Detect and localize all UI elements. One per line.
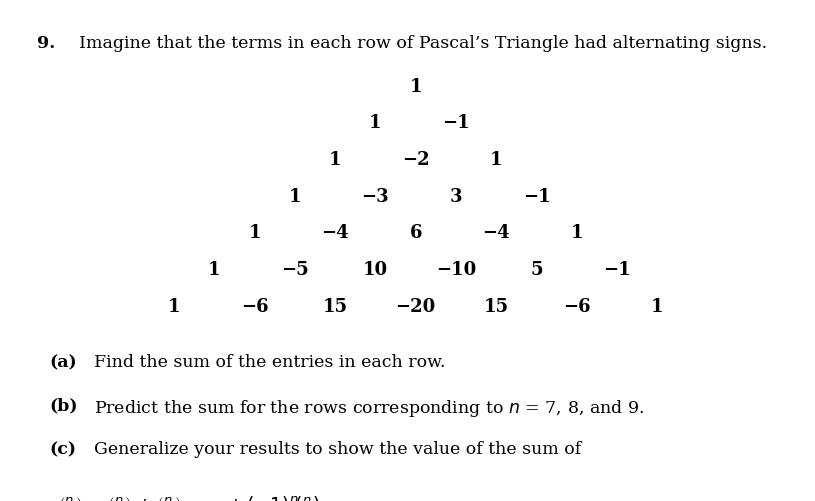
Text: −6: −6 [240,297,268,315]
Text: 1: 1 [369,114,381,132]
Text: −1: −1 [522,187,550,205]
Text: (c): (c) [49,440,76,457]
Text: −6: −6 [563,297,591,315]
Text: $\binom{n}{0} - \binom{n}{1} + \binom{n}{2} - \ldots + (-1)^n\!\binom{n}{n}.$: $\binom{n}{0} - \binom{n}{1} + \binom{n}… [57,493,326,501]
Text: Generalize your results to show the value of the sum of: Generalize your results to show the valu… [94,440,581,457]
Text: 9.: 9. [37,35,55,52]
Text: −3: −3 [362,187,390,205]
Text: 3: 3 [450,187,462,205]
Text: 5: 5 [531,261,543,279]
Text: 1: 1 [651,297,663,315]
Text: 1: 1 [168,297,180,315]
Text: 15: 15 [323,297,348,315]
Text: 6: 6 [409,224,422,242]
Text: −1: −1 [603,261,631,279]
Text: 1: 1 [490,151,503,169]
Text: −4: −4 [482,224,510,242]
Text: 1: 1 [570,224,583,242]
Text: (b): (b) [49,397,77,414]
Text: Find the sum of the entries in each row.: Find the sum of the entries in each row. [94,353,445,370]
Text: −5: −5 [281,261,309,279]
Text: 1: 1 [289,187,301,205]
Text: −10: −10 [436,261,476,279]
Text: 1: 1 [409,78,422,96]
Text: 15: 15 [483,297,509,315]
Text: −20: −20 [395,297,436,315]
Text: Predict the sum for the rows corresponding to $n$ = 7, 8, and 9.: Predict the sum for the rows correspondi… [94,397,644,418]
Text: 1: 1 [208,261,221,279]
Text: Imagine that the terms in each row of Pascal’s Triangle had alternating signs.: Imagine that the terms in each row of Pa… [79,35,767,52]
Text: −1: −1 [442,114,469,132]
Text: (a): (a) [49,353,77,370]
Text: −2: −2 [402,151,430,169]
Text: 1: 1 [249,224,261,242]
Text: −4: −4 [321,224,349,242]
Text: 1: 1 [328,151,341,169]
Text: 10: 10 [363,261,388,279]
